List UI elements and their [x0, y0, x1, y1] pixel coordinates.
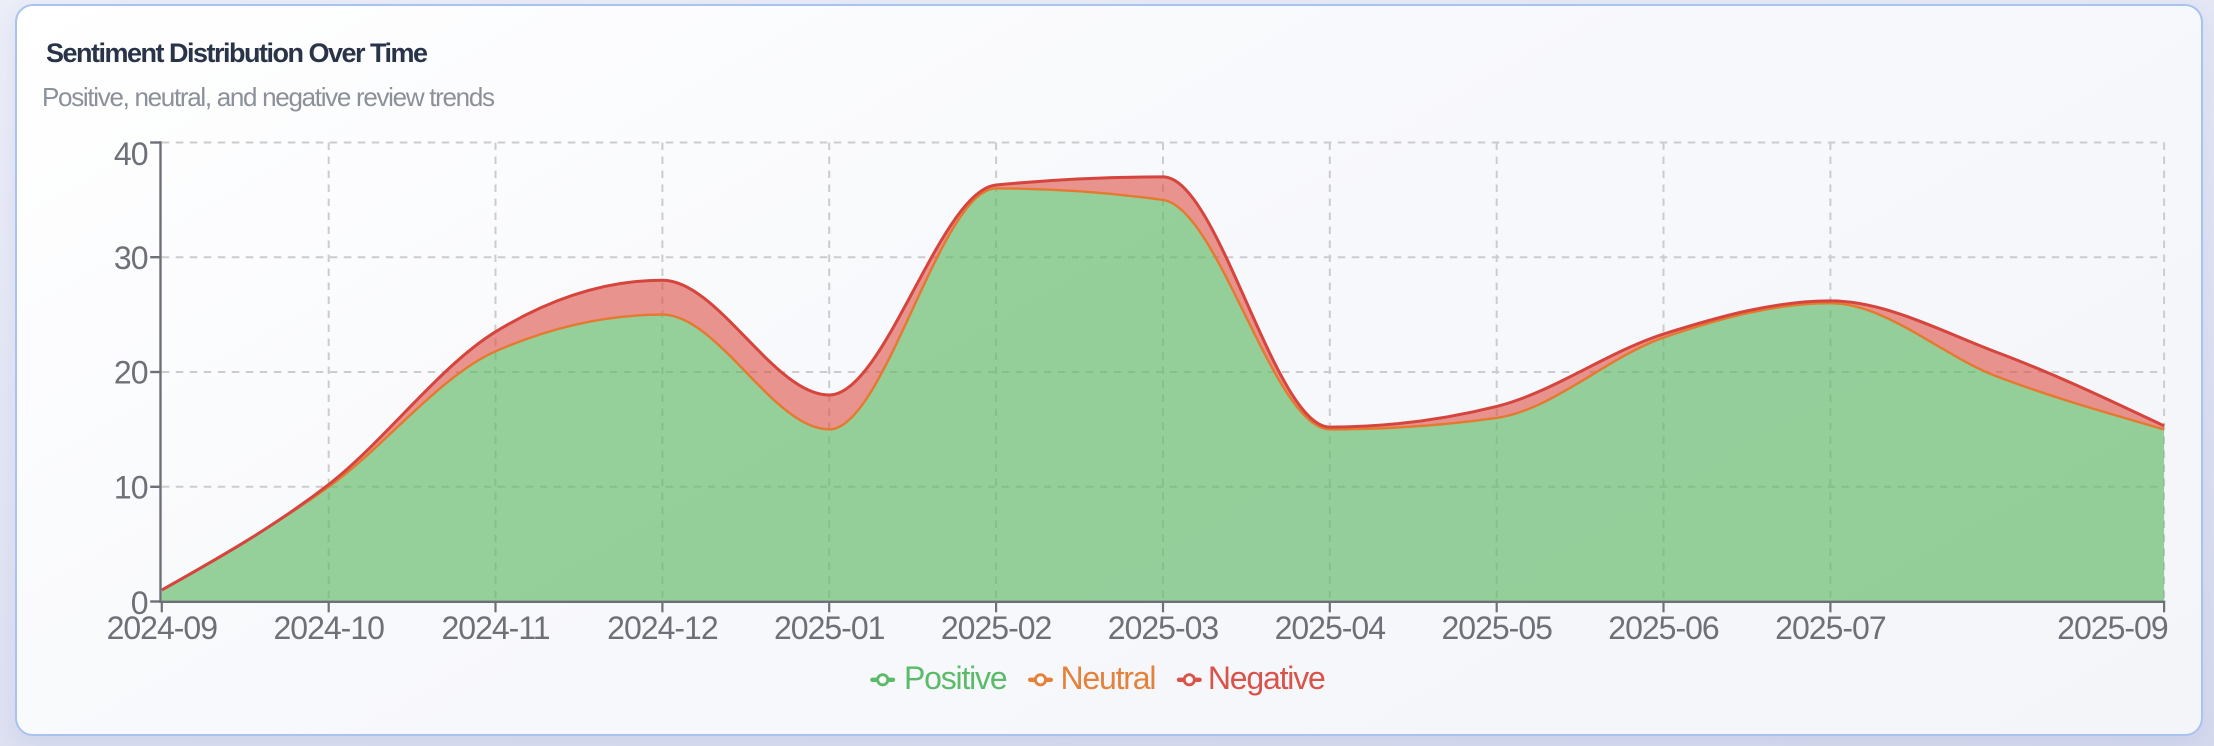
svg-text:2025-05: 2025-05	[1441, 610, 1552, 646]
svg-text:40: 40	[114, 136, 148, 172]
svg-text:2024-10: 2024-10	[273, 610, 384, 646]
svg-text:Positive: Positive	[904, 660, 1007, 696]
svg-text:2025-03: 2025-03	[1108, 610, 1219, 646]
svg-text:2025-02: 2025-02	[941, 610, 1052, 646]
svg-text:10: 10	[114, 470, 148, 506]
svg-text:2024-11: 2024-11	[441, 610, 549, 646]
svg-text:0: 0	[131, 585, 148, 621]
svg-text:2025-09: 2025-09	[2057, 610, 2168, 646]
svg-text:Neutral: Neutral	[1061, 660, 1156, 696]
svg-text:20: 20	[114, 355, 148, 391]
svg-text:2024-12: 2024-12	[607, 610, 718, 646]
svg-text:30: 30	[114, 240, 148, 276]
svg-text:2025-01: 2025-01	[774, 610, 885, 646]
svg-text:2025-07: 2025-07	[1775, 610, 1886, 646]
svg-text:Negative: Negative	[1208, 660, 1325, 696]
svg-text:2024-09: 2024-09	[107, 610, 218, 646]
svg-text:2025-06: 2025-06	[1608, 610, 1719, 646]
svg-text:2025-04: 2025-04	[1275, 610, 1386, 646]
